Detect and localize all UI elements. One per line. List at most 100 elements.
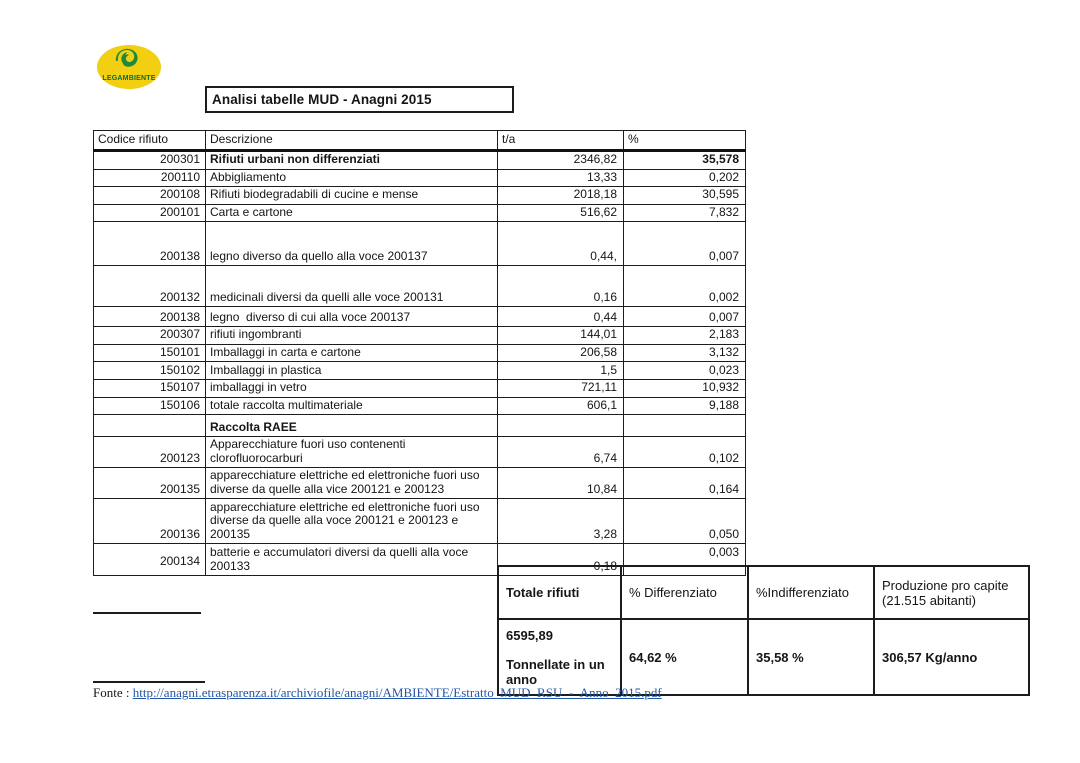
- source-note: Fonte : http://anagni.etrasparenza.it/ar…: [93, 685, 662, 701]
- cell-percent: 0,102: [623, 436, 746, 468]
- cell-percent: 10,932: [623, 379, 746, 398]
- total-tonnes-unit: Tonnellate in un anno: [506, 656, 605, 687]
- cell-percent: 0,002: [623, 265, 746, 307]
- cell-codice: 150106: [93, 396, 206, 415]
- cell-descrizione: legno diverso da quello alla voce 200137: [205, 221, 498, 266]
- cell-descrizione: Imballaggi in plastica: [205, 361, 498, 380]
- cell-descrizione: Rifiuti urbani non differenziati: [205, 150, 498, 170]
- cell-codice: 150107: [93, 379, 206, 398]
- table-row: 150107 imballaggi in vetro 721,11 10,932: [93, 379, 746, 398]
- cell-descrizione: Abbigliamento: [205, 168, 498, 187]
- cell-descrizione: Rifiuti biodegradabili di cucine e mense: [205, 186, 498, 205]
- cell-percent: 9,188: [623, 396, 746, 415]
- table-row: 200110 Abbigliamento 13,33 0,202: [93, 168, 746, 187]
- cell-descrizione: Raccolta RAEE: [205, 414, 498, 437]
- legambiente-logo: LEGAMBIENTE: [96, 44, 162, 90]
- cell-codice: [93, 414, 206, 437]
- summary-header-indifferenziato: %Indifferenziato: [747, 565, 875, 620]
- cell-ta: 10,84: [497, 467, 624, 499]
- table-row: 200307 rifiuti ingombranti 144,01 2,183: [93, 326, 746, 345]
- source-label: Fonte :: [93, 685, 130, 700]
- cell-percent: 2,183: [623, 326, 746, 345]
- cell-percent: [623, 414, 746, 437]
- table-row: 200101 Carta e cartone 516,62 7,832: [93, 203, 746, 222]
- pct-differenziato-value: 64,62 %: [620, 618, 749, 696]
- page-title-text: Analisi tabelle MUD - Anagni 2015: [212, 92, 432, 107]
- table-row: 200138 legno diverso da quello alla voce …: [93, 221, 746, 266]
- cell-codice: 200136: [93, 498, 206, 544]
- cell-ta: 206,58: [497, 343, 624, 362]
- table-row: 200123 Apparecchiature fuori uso contenen…: [93, 436, 746, 468]
- cell-descrizione: medicinali diversi da quelli alle voce 2…: [205, 265, 498, 307]
- table-row: 200132 medicinali diversi da quelli alle …: [93, 265, 746, 307]
- summary-header-totale: Totale rifiuti: [497, 565, 622, 620]
- cell-codice: 200132: [93, 265, 206, 307]
- cell-ta: 6,74: [497, 436, 624, 468]
- cell-ta: 2346,82: [497, 150, 624, 170]
- cell-descrizione: totale raccolta multimateriale: [205, 396, 498, 415]
- cell-ta: 721,11: [497, 379, 624, 398]
- table-row: Raccolta RAEE: [93, 414, 746, 437]
- blank-line-2: [93, 681, 205, 683]
- page-title: Analisi tabelle MUD - Anagni 2015: [205, 86, 514, 113]
- cell-ta: 144,01: [497, 326, 624, 345]
- cell-percent: 3,132: [623, 343, 746, 362]
- cell-percent: 30,595: [623, 186, 746, 205]
- table-row: 200134 batterie e accumulatori diversi da…: [93, 543, 746, 576]
- cell-codice: 150102: [93, 361, 206, 380]
- waste-table: Codice rifiuto Descrizione t/a % 200301 R…: [93, 130, 746, 576]
- cell-descrizione: Imballaggi in carta e cartone: [205, 343, 498, 362]
- waste-table-header-row: Codice rifiuto Descrizione t/a %: [93, 130, 746, 152]
- cell-descrizione: apparecchiature elettriche ed elettronic…: [205, 498, 498, 544]
- source-link[interactable]: http://anagni.etrasparenza.it/archiviofi…: [132, 685, 662, 700]
- table-row: 150106 totale raccolta multimateriale 606,…: [93, 396, 746, 415]
- leaf-icon: [115, 48, 138, 67]
- table-row: 150101 Imballaggi in carta e cartone 206,5…: [93, 343, 746, 362]
- cell-ta: [497, 414, 624, 437]
- cell-codice: 200134: [93, 543, 206, 576]
- table-row: 200135 apparecchiature elettriche ed elet…: [93, 467, 746, 499]
- cell-percent: 0,023: [623, 361, 746, 380]
- waste-table-body: 200301 Rifiuti urbani non differenziati 23…: [93, 150, 746, 576]
- table-row: 150102 Imballaggi in plastica 1,5 0,023: [93, 361, 746, 380]
- summary-header-pro-capite: Produzione pro capite (21.515 abitanti): [873, 565, 1030, 620]
- summary-total-cell: 6595,89 Tonnellate in un anno: [497, 618, 622, 696]
- cell-codice: 200301: [93, 150, 206, 170]
- cell-percent: 0,007: [623, 306, 746, 327]
- summary-header-differenziato: % Differenziato: [620, 565, 749, 620]
- cell-codice: 200138: [93, 306, 206, 327]
- blank-line-1: [93, 612, 201, 614]
- column-header-codice: Codice rifiuto: [93, 130, 206, 152]
- cell-ta: 0,44,: [497, 221, 624, 266]
- cell-descrizione: rifiuti ingombranti: [205, 326, 498, 345]
- cell-ta: 606,1: [497, 396, 624, 415]
- cell-ta: 1,5: [497, 361, 624, 380]
- cell-percent: 35,578: [623, 150, 746, 170]
- cell-descrizione: legno diverso di cui alla voce 200137: [205, 306, 498, 327]
- table-row: 200136 apparecchiature elettriche ed elet…: [93, 498, 746, 544]
- cell-descrizione: apparecchiature elettriche ed elettronic…: [205, 467, 498, 499]
- table-row: 200301 Rifiuti urbani non differenziati 23…: [93, 150, 746, 170]
- cell-ta: 13,33: [497, 168, 624, 187]
- cell-percent: 0,050: [623, 498, 746, 544]
- cell-codice: 200138: [93, 221, 206, 266]
- cell-ta: 3,28: [497, 498, 624, 544]
- legambiente-logo-graphic: LEGAMBIENTE: [97, 45, 161, 89]
- cell-codice: 200135: [93, 467, 206, 499]
- cell-descrizione: Apparecchiature fuori uso contenenti clo…: [205, 436, 498, 468]
- cell-ta: 0,16: [497, 265, 624, 307]
- cell-codice: 200307: [93, 326, 206, 345]
- cell-ta: 0,44: [497, 306, 624, 327]
- cell-ta: 516,62: [497, 203, 624, 222]
- column-header-ta: t/a: [497, 130, 624, 152]
- column-header-descrizione: Descrizione: [205, 130, 498, 152]
- cell-descrizione: batterie e accumulatori diversi da quell…: [205, 543, 498, 576]
- cell-codice: 150101: [93, 343, 206, 362]
- cell-ta: 2018,18: [497, 186, 624, 205]
- pct-indifferenziato-value: 35,58 %: [747, 618, 875, 696]
- cell-percent: 7,832: [623, 203, 746, 222]
- table-row: 200108 Rifiuti biodegradabili di cucine e…: [93, 186, 746, 205]
- cell-percent: 0,007: [623, 221, 746, 266]
- summary-table: Totale rifiuti % Differenziato %Indiffer…: [497, 565, 1030, 696]
